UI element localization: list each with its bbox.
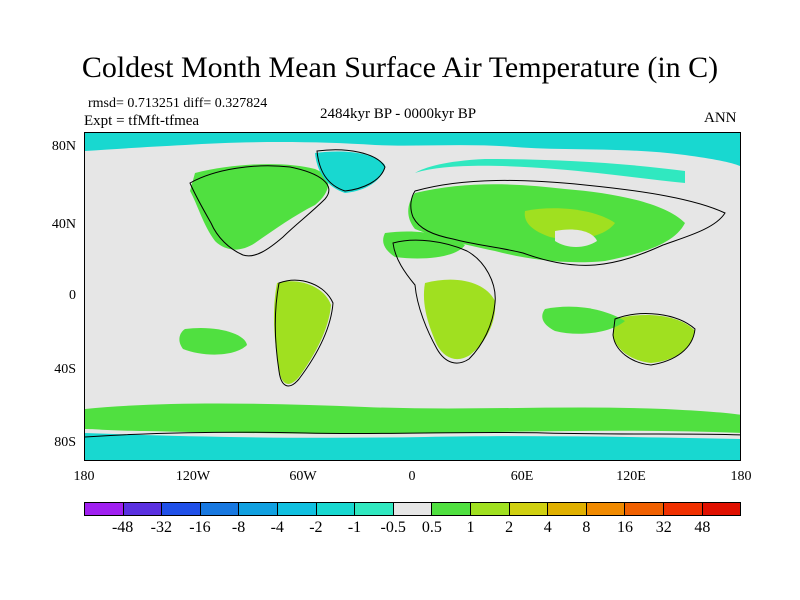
lat-label-40s: 40S — [54, 362, 76, 377]
colorbar-label: 32 — [655, 519, 672, 536]
colorbar-box — [432, 503, 471, 515]
lat-label-40n: 40N — [51, 217, 76, 232]
colorbar-label: -32 — [150, 519, 172, 536]
lon-label-60e: 60E — [510, 469, 534, 484]
statistics-text: rmsd= 0.713251 diff= 0.327824 — [88, 96, 268, 111]
africa-anomaly — [423, 279, 496, 360]
arctic-anomaly-2 — [415, 159, 685, 183]
colorbar-box — [239, 503, 278, 515]
colorbar-label: -4 — [270, 519, 284, 536]
colorbar-box — [625, 503, 664, 515]
lon-label-120e: 120E — [616, 469, 646, 484]
lon-label-60w: 60W — [289, 469, 317, 484]
colorbar-label: 48 — [694, 519, 711, 536]
temperature-map — [84, 132, 741, 461]
colorbar-label: 16 — [617, 519, 634, 536]
colorbar-box — [393, 503, 433, 515]
colorbar-box — [586, 503, 626, 515]
colorbar-box — [123, 503, 163, 515]
colorbar-label: 8 — [582, 519, 591, 536]
tibet-anomaly — [555, 229, 597, 247]
coastline-eurasia — [410, 179, 726, 266]
colorbar-box — [509, 503, 549, 515]
coastlines — [85, 149, 740, 438]
colorbar-box — [548, 503, 587, 515]
southern-ocean-anomaly — [85, 403, 740, 434]
colorbar-box — [702, 503, 741, 515]
coastline-greenland — [316, 149, 386, 192]
map-title: Coldest Month Mean Surface Air Temperatu… — [81, 51, 719, 84]
colorbar-box — [162, 503, 201, 515]
colorbar-label: 1 — [466, 519, 475, 536]
lat-label-equator: 0 — [69, 288, 76, 303]
lon-label-180e: 180 — [730, 469, 752, 484]
greenland-anomaly — [315, 151, 385, 193]
map-canvas — [85, 133, 740, 460]
lat-label-80n: 80N — [51, 139, 76, 154]
antarctic-anomaly — [85, 433, 740, 460]
pacific-anomaly — [179, 327, 247, 355]
north-africa-anomaly — [383, 231, 465, 259]
lon-label-0: 0 — [408, 469, 416, 484]
lon-label-180w: 180 — [73, 469, 95, 484]
colorbar-label: -16 — [189, 519, 211, 536]
colorbar-box — [316, 503, 356, 515]
indian-ocean-anomaly — [542, 306, 625, 334]
experiment-label: Expt = tfMft-tfmea — [84, 113, 200, 129]
colorbar-box — [200, 503, 240, 515]
colorbar-label: 2 — [505, 519, 514, 536]
colorbar-label: -1 — [347, 519, 362, 536]
coastline-antarctica — [85, 431, 740, 438]
coastline-north-america — [189, 165, 330, 257]
coastline-australia — [612, 313, 696, 366]
lat-label-80s: 80S — [54, 435, 76, 450]
colorbar-box — [355, 503, 394, 515]
season-label: ANN — [704, 110, 737, 126]
colorbar-label: -2 — [309, 519, 323, 536]
colorbar-label: -0.5 — [380, 519, 406, 536]
arctic-anomaly — [85, 133, 740, 167]
colorbar-label: -8 — [231, 519, 246, 536]
colorbar-label: 4 — [543, 519, 552, 536]
period-label: 2484kyr BP - 0000kyr BP — [320, 106, 477, 122]
coastline-south-america — [274, 279, 334, 387]
colorbar-box — [663, 503, 703, 515]
colorbar-label: 0.5 — [421, 519, 442, 536]
north-america-anomaly — [190, 164, 329, 250]
australia-anomaly — [613, 315, 695, 363]
colorbar-box — [85, 503, 124, 515]
colorbar — [84, 502, 741, 516]
lon-label-120w: 120W — [175, 469, 211, 484]
colorbar-box — [470, 503, 510, 515]
colorbar-label: -48 — [111, 519, 134, 536]
coastline-africa — [392, 239, 496, 364]
colorbar-box — [277, 503, 317, 515]
central-asia-anomaly — [524, 208, 615, 240]
south-america-anomaly — [273, 281, 331, 384]
